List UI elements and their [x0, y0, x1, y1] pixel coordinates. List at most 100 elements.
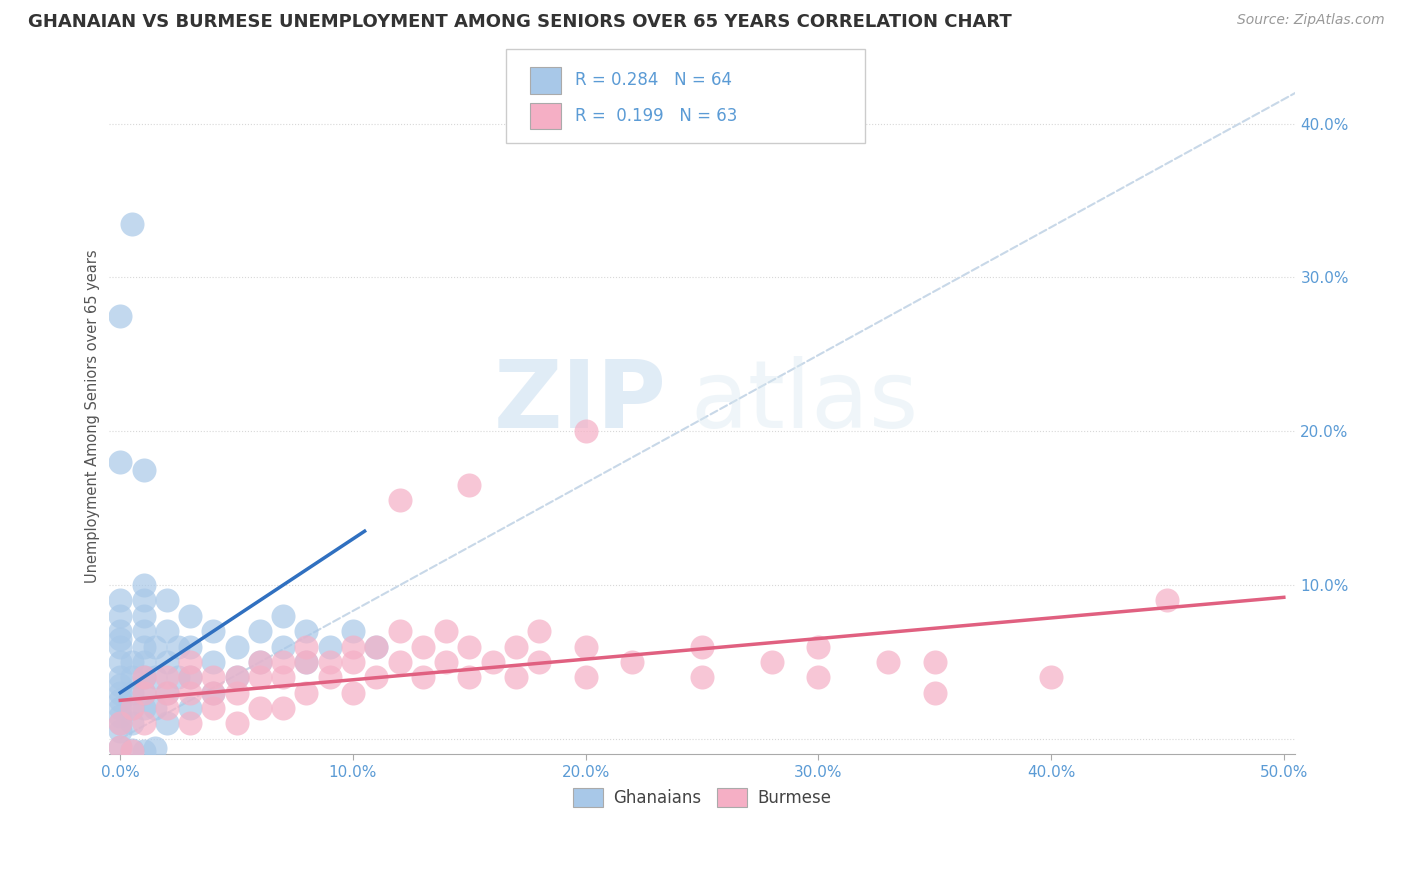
Point [924, 686, 946, 700]
Point [179, 670, 201, 684]
Point [132, 670, 155, 684]
Point [110, 670, 132, 684]
Point [295, 624, 318, 639]
Point [179, 686, 201, 700]
Point [807, 640, 830, 654]
Point [121, 670, 143, 684]
Point [342, 624, 364, 639]
Point [505, 640, 527, 654]
Point [156, 593, 179, 607]
Point [179, 608, 201, 623]
Point [110, 309, 132, 323]
Point [271, 701, 294, 715]
Point [143, 741, 166, 756]
Point [225, 670, 247, 684]
Legend: Ghanaians, Burmese: Ghanaians, Burmese [567, 781, 838, 814]
Point [132, 608, 155, 623]
Point [110, 593, 132, 607]
Point [202, 686, 225, 700]
Point [458, 478, 481, 492]
Point [121, 701, 143, 715]
Point [179, 716, 201, 731]
Point [249, 701, 271, 715]
Point [575, 640, 598, 654]
Point [143, 670, 166, 684]
Point [202, 686, 225, 700]
Point [877, 655, 900, 669]
Point [412, 640, 434, 654]
Point [202, 655, 225, 669]
Text: R =  0.199   N = 63: R = 0.199 N = 63 [575, 107, 737, 125]
Point [132, 716, 155, 731]
Point [121, 742, 143, 756]
Point [132, 686, 155, 700]
Point [434, 655, 457, 669]
Point [156, 670, 179, 684]
Point [110, 455, 132, 469]
Point [110, 655, 132, 669]
Point [271, 655, 294, 669]
Text: ZIP: ZIP [494, 356, 666, 449]
Point [366, 640, 388, 654]
Point [110, 608, 132, 623]
Y-axis label: Unemployment Among Seniors over 65 years: Unemployment Among Seniors over 65 years [86, 249, 100, 582]
Point [527, 655, 550, 669]
Point [319, 640, 342, 654]
Point [121, 701, 143, 715]
Point [481, 655, 503, 669]
Point [319, 655, 342, 669]
Point [366, 670, 388, 684]
Point [458, 640, 481, 654]
Point [388, 493, 411, 508]
Point [458, 670, 481, 684]
Point [132, 624, 155, 639]
Point [121, 744, 143, 758]
Point [412, 670, 434, 684]
Point [505, 670, 527, 684]
Point [156, 686, 179, 700]
Point [110, 724, 132, 739]
Point [527, 624, 550, 639]
Point [342, 640, 364, 654]
Point [225, 670, 247, 684]
Text: GHANAIAN VS BURMESE UNEMPLOYMENT AMONG SENIORS OVER 65 YEARS CORRELATION CHART: GHANAIAN VS BURMESE UNEMPLOYMENT AMONG S… [28, 13, 1012, 31]
Point [202, 701, 225, 715]
Point [132, 670, 155, 684]
Point [575, 670, 598, 684]
Point [110, 701, 132, 715]
Point [388, 655, 411, 669]
Point [110, 640, 132, 654]
Point [132, 463, 155, 477]
Point [202, 624, 225, 639]
Point [121, 655, 143, 669]
Point [110, 739, 132, 754]
Point [132, 640, 155, 654]
Point [366, 640, 388, 654]
Point [807, 670, 830, 684]
Point [319, 670, 342, 684]
Point [179, 670, 201, 684]
Point [575, 424, 598, 438]
Point [110, 716, 132, 731]
Point [110, 739, 132, 754]
Point [690, 640, 713, 654]
Point [121, 686, 143, 700]
Point [156, 624, 179, 639]
Point [225, 686, 247, 700]
Point [295, 640, 318, 654]
Point [121, 716, 143, 731]
Point [271, 670, 294, 684]
Point [110, 693, 132, 707]
Point [249, 655, 271, 669]
Point [225, 640, 247, 654]
Point [132, 686, 155, 700]
Point [249, 655, 271, 669]
Text: atlas: atlas [690, 356, 918, 449]
Point [388, 624, 411, 639]
Point [110, 678, 132, 692]
Point [179, 701, 201, 715]
Point [132, 593, 155, 607]
Point [132, 744, 155, 758]
Point [156, 716, 179, 731]
Text: Source: ZipAtlas.com: Source: ZipAtlas.com [1237, 13, 1385, 28]
